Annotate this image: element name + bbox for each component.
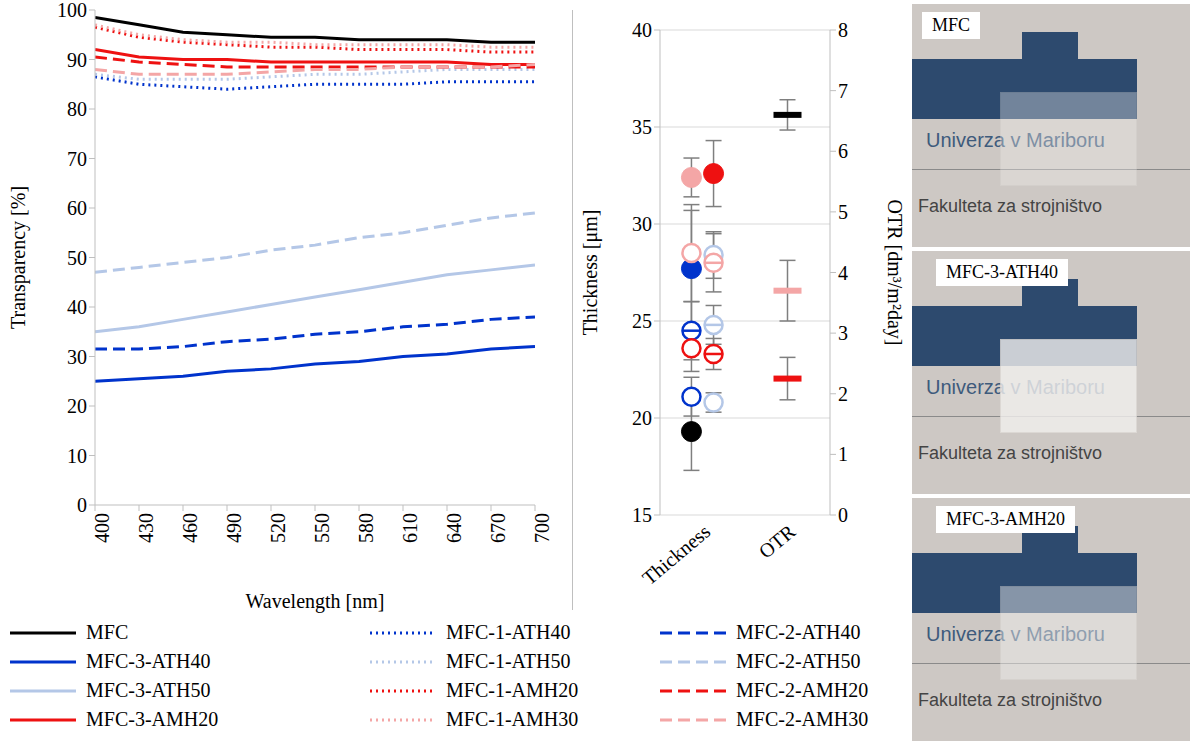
- svg-text:4: 4: [838, 262, 848, 284]
- html-text:MFC-2-AMH30: MFC-2-AMH30: [736, 708, 869, 730]
- svg-text:610: 610: [399, 513, 421, 543]
- svg-text:60: 60: [67, 197, 87, 219]
- html-text:MFC-1-AMH20: MFC-1-AMH20: [446, 679, 579, 701]
- svg-text:40: 40: [67, 296, 87, 318]
- svg-text:2: 2: [838, 383, 848, 405]
- html-text:MFC-1-ATH50: MFC-1-ATH50: [446, 650, 571, 672]
- html-text:MFC-3-ATH40: MFC-3-ATH40: [86, 650, 211, 672]
- svg-text:6: 6: [838, 140, 848, 162]
- svg-text:640: 640: [443, 513, 465, 543]
- html-text:Fakulteta za strojništvo: Fakulteta za strojništvo: [918, 196, 1103, 216]
- svg-text:30: 30: [67, 346, 87, 368]
- svg-text:3: 3: [838, 322, 848, 344]
- html-text:Fakulteta za strojništvo: Fakulteta za strojništvo: [918, 690, 1103, 710]
- svg-text:5: 5: [838, 201, 848, 223]
- svg-text:35: 35: [632, 116, 652, 138]
- svg-text:Wavelength [nm]: Wavelength [nm]: [246, 590, 385, 613]
- html-text:Fakulteta za strojništvo: Fakulteta za strojništvo: [918, 443, 1103, 463]
- svg-text:8: 8: [838, 19, 848, 41]
- html-text:MFC: MFC: [932, 15, 970, 35]
- svg-text:10: 10: [67, 445, 87, 467]
- svg-text:Transparency [%]: Transparency [%]: [7, 186, 30, 329]
- svg-text:550: 550: [311, 513, 333, 543]
- svg-text:520: 520: [267, 513, 289, 543]
- svg-text:OTR [dm³/m²day]: OTR [dm³/m²day]: [883, 200, 906, 346]
- svg-text:15: 15: [632, 504, 652, 526]
- svg-text:490: 490: [223, 513, 245, 543]
- svg-text:7: 7: [838, 80, 848, 102]
- html-text:MFC-2-AMH20: MFC-2-AMH20: [736, 679, 869, 701]
- svg-text:25: 25: [632, 310, 652, 332]
- svg-text:70: 70: [67, 148, 87, 170]
- svg-text:0: 0: [838, 504, 848, 526]
- svg-text:670: 670: [487, 513, 509, 543]
- html-text:MFC-1-AMH30: MFC-1-AMH30: [446, 708, 579, 730]
- svg-text:OTR: OTR: [754, 520, 799, 563]
- html-text:MFC-3-ATH40: MFC-3-ATH40: [946, 262, 1058, 282]
- html-text:MFC: MFC: [86, 621, 129, 643]
- svg-text:30: 30: [632, 213, 652, 235]
- svg-text:400: 400: [91, 513, 113, 543]
- svg-text:580: 580: [355, 513, 377, 543]
- svg-text:80: 80: [67, 98, 87, 120]
- svg-text:Thickness [μm]: Thickness [μm]: [579, 210, 602, 336]
- html-text:MFC-2-ATH50: MFC-2-ATH50: [736, 650, 861, 672]
- svg-text:100: 100: [57, 0, 87, 21]
- html-text:MFC-3-AMH20: MFC-3-AMH20: [86, 708, 219, 730]
- svg-text:Thickness: Thickness: [638, 520, 714, 589]
- svg-text:1: 1: [838, 443, 848, 465]
- html-text:Univerza v Mariboru: Univerza v Mariboru: [926, 623, 1105, 645]
- svg-text:700: 700: [531, 513, 553, 543]
- svg-text:0: 0: [77, 494, 87, 516]
- html-text:MFC-1-ATH40: MFC-1-ATH40: [446, 621, 571, 643]
- html-text:MFC-3-ATH50: MFC-3-ATH50: [86, 679, 211, 701]
- svg-text:50: 50: [67, 247, 87, 269]
- svg-text:40: 40: [632, 19, 652, 41]
- svg-text:460: 460: [179, 513, 201, 543]
- html-text:MFC-2-ATH40: MFC-2-ATH40: [736, 621, 861, 643]
- svg-text:430: 430: [135, 513, 157, 543]
- html-text:Univerza v Mariboru: Univerza v Mariboru: [926, 376, 1105, 398]
- svg-text:90: 90: [67, 49, 87, 71]
- html-text:MFC-3-AMH20: MFC-3-AMH20: [946, 509, 1065, 529]
- html-text:Univerza v Mariboru: Univerza v Mariboru: [926, 129, 1105, 151]
- svg-text:20: 20: [632, 407, 652, 429]
- svg-text:20: 20: [67, 395, 87, 417]
